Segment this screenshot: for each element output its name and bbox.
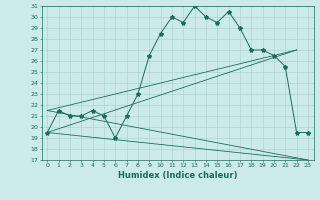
X-axis label: Humidex (Indice chaleur): Humidex (Indice chaleur) — [118, 171, 237, 180]
